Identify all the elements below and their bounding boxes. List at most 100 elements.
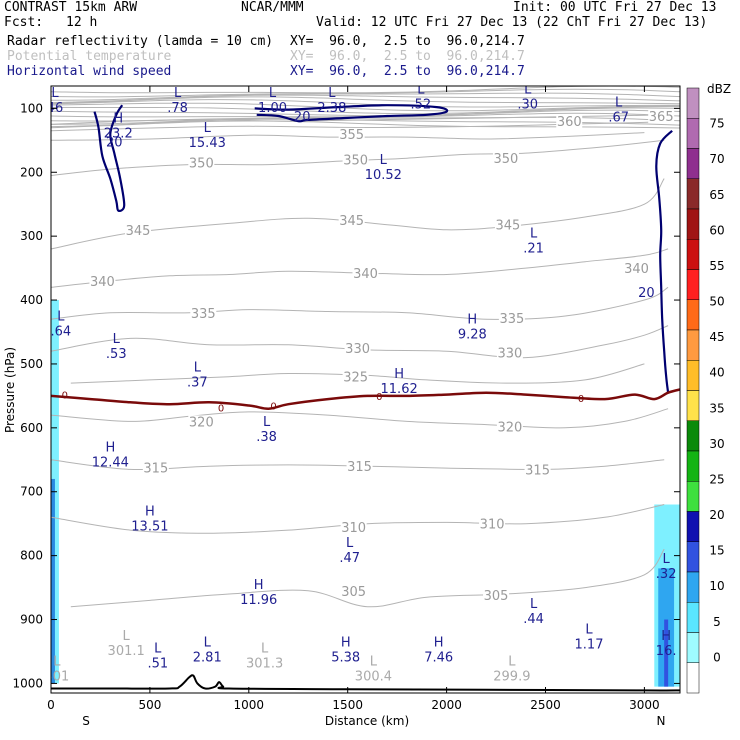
extremum-value: .37 [187, 376, 208, 391]
theta-label: 350 [494, 152, 519, 167]
field-reflectivity-xy: XY= 96.0, 2.5 to 96.0,214.7 [290, 34, 525, 49]
wind-min-marker: L [346, 536, 354, 551]
theta-isentrope-335 [51, 286, 669, 320]
y-tick-label: 800 [20, 549, 43, 563]
theta-label-bg [338, 127, 365, 141]
colorbar-swatch [686, 632, 700, 663]
wind-min-marker: L [57, 309, 65, 324]
colorbar-level-label: 30 [709, 437, 724, 451]
theta-label: 345 [496, 219, 521, 234]
theta-label: 310 [341, 521, 366, 536]
fcst-label: Fcst: [4, 15, 44, 30]
extremum-value: 300.4 [355, 669, 392, 684]
y-tick-label: 600 [20, 421, 43, 435]
theta-label-bg [188, 156, 215, 170]
theta-label-bg [342, 370, 369, 384]
colorbar-unit: dBZ [707, 82, 731, 96]
extremum-value: .52 [411, 98, 432, 113]
theta-label: 305 [484, 589, 509, 604]
colorbar-level-label: 5 [713, 615, 721, 629]
wind-min-marker: L [524, 83, 532, 98]
extremum-value: 301 [45, 669, 70, 684]
colorbar-swatch [686, 178, 700, 210]
wind-min-marker: L [194, 361, 202, 376]
colorbar-level-label: 45 [709, 330, 724, 344]
colorbar-swatch [686, 662, 700, 694]
wind-contour-label: 20 [294, 110, 311, 125]
init-time: Init: 00 UTC Fri 27 Dec 13 [513, 0, 717, 15]
extremum-value: 299.9 [493, 669, 530, 684]
fcst-value: 12 h [66, 15, 98, 30]
x-axis-label: Distance (km) [325, 714, 409, 728]
theta-label: 310 [480, 518, 505, 533]
wind-min-marker: L [263, 415, 271, 430]
y-tick-label: 200 [20, 165, 43, 179]
wind-max-marker: H [467, 313, 477, 328]
theta-label: 330 [497, 346, 522, 361]
theta-isentrope-345 [51, 178, 665, 250]
extremum-value: .78 [167, 101, 188, 116]
valid-time: Valid: 12 UTC Fri 27 Dec 13 (22 ChT Fri … [316, 15, 708, 30]
colorbar-level-label: 25 [709, 472, 724, 486]
theta-label-bg [496, 346, 523, 360]
zero-contour-label: 0 [218, 403, 224, 414]
extremum-value: 16. [656, 644, 677, 659]
center-label: NCAR/MMM [241, 0, 304, 15]
wind-min-marker: L [530, 597, 538, 612]
extremum-value: 2.38 [317, 101, 346, 116]
contour-labels: 365 360 355 350 350 350 345 345 345 340 340 340 335 3… [89, 110, 675, 604]
wind-max-marker: H [661, 629, 671, 644]
theta-isentrope-upper [51, 96, 680, 105]
zero-line: 0 0 0 0 0 [51, 388, 680, 414]
field-theta-name: Potential temperature [7, 49, 172, 64]
zero-contour-label: 0 [376, 392, 382, 403]
y-tick-label: 400 [20, 293, 43, 307]
wind-min-marker: L [417, 83, 425, 98]
extremum-value: 301.3 [246, 657, 283, 672]
colorbar-level-label: 65 [709, 188, 724, 202]
extremum-value: .47 [339, 551, 360, 566]
theta-label-bg [498, 311, 525, 325]
wind-min-marker: L [530, 226, 538, 241]
theta-label: 365 [649, 110, 674, 125]
colorbar-level-label: 40 [709, 366, 724, 380]
y-axis-label: Pressure (hPa) [3, 347, 17, 433]
theta-isentrope-320 [51, 408, 669, 429]
wind-min-marker: L [585, 622, 593, 637]
y-tick-label: 900 [20, 613, 43, 627]
theta-label: 350 [189, 157, 214, 172]
extremum-value: 1.00 [258, 101, 287, 116]
zero-contour [51, 388, 680, 410]
theta-label-bg [352, 267, 379, 281]
wind-max-marker: H [254, 578, 264, 593]
theta-label-bg [479, 517, 506, 531]
theta-isentrope-upper [51, 99, 680, 108]
theta-label: 315 [347, 460, 372, 475]
extremum-value: 11.62 [381, 382, 418, 397]
wind-max-marker: H [105, 440, 115, 455]
extremum-value: 11.96 [240, 593, 277, 608]
reflectivity-patch [51, 478, 55, 684]
theta-label-bg [338, 214, 365, 228]
x-tick-label: 500 [138, 698, 161, 712]
colorbar-swatch [686, 602, 700, 633]
colorbar-level-label: 60 [709, 223, 724, 237]
wind-20-contour [93, 104, 126, 212]
extremum-value: .64 [51, 324, 72, 339]
colorbar-level-label: 0 [713, 650, 721, 664]
colorbar-swatch [686, 208, 700, 240]
wind-min-marker: L [204, 121, 212, 136]
colorbar-swatch [686, 571, 700, 603]
theta-label-bg [142, 461, 169, 475]
x-tick-label: 0 [47, 698, 55, 712]
theta-label: 345 [126, 224, 151, 239]
theta-isentrope-305 [70, 548, 665, 608]
wind-min-marker: L [370, 654, 378, 669]
colorbar-level-label: 75 [709, 117, 724, 131]
y-tick-label: 300 [20, 229, 43, 243]
field-wind-name: Horizontal wind speed [7, 64, 172, 79]
colorbar-swatch [686, 239, 700, 270]
theta-label: 315 [525, 463, 550, 478]
x-tick-label: 1000 [234, 698, 265, 712]
